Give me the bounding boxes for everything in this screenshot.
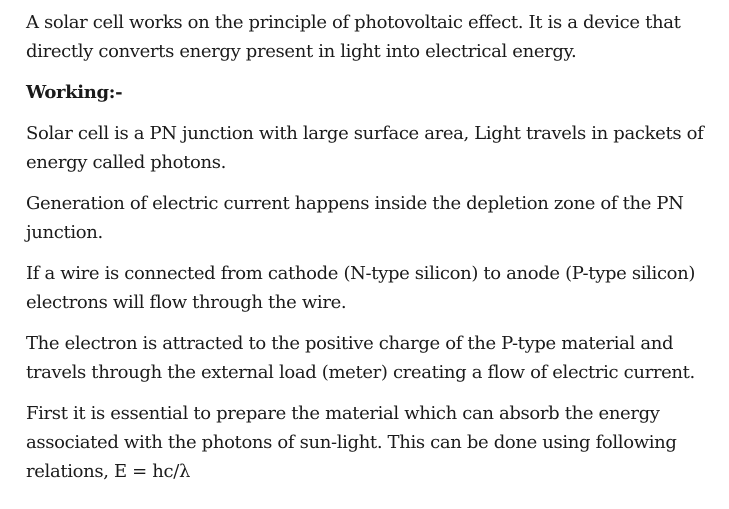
paragraph-pn-junction: Solar cell is a PN junction with large s… [26, 123, 704, 173]
paragraph-material-energy: First it is essential to prepare the mat… [26, 403, 677, 482]
paragraph-generation: Generation of electric current happens i… [26, 193, 684, 243]
working-heading: Working:- [26, 82, 123, 103]
document-body: A solar cell works on the principle of p… [26, 8, 726, 498]
paragraph-wire: If a wire is connected from cathode (N-t… [26, 263, 696, 313]
paragraph-electron-flow: The electron is attracted to the positiv… [26, 333, 695, 383]
intro-paragraph: A solar cell works on the principle of p… [26, 12, 681, 62]
